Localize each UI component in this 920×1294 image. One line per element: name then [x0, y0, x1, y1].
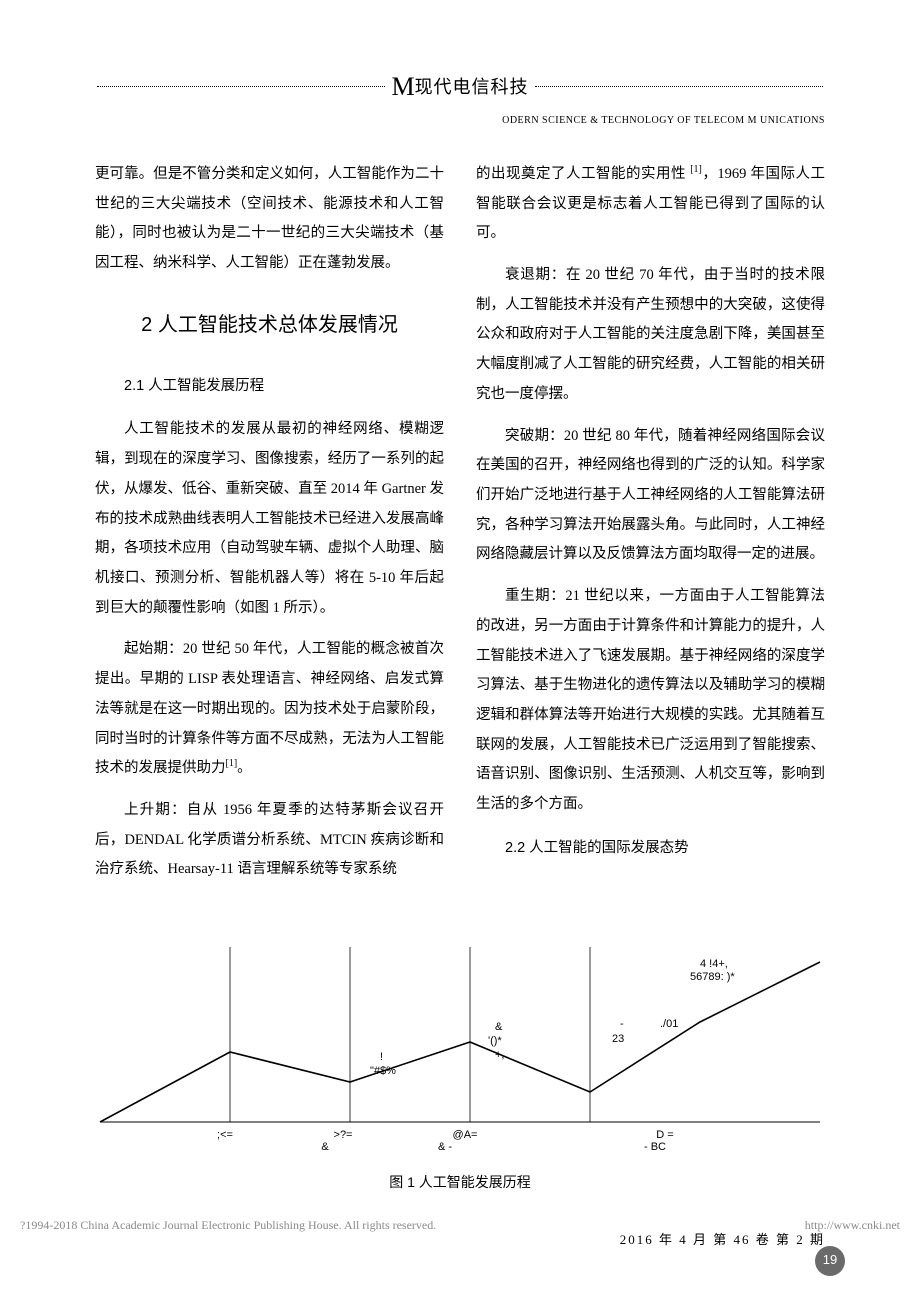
- two-column-body: 更可靠。但是不管分类和定义如何，人工智能作为二十世纪的三大尖端技术（空间技术、能…: [95, 160, 825, 897]
- publisher-stamp: ?1994-2018 China Academic Journal Electr…: [20, 1213, 900, 1238]
- svg-text:56789: )*: 56789: )*: [690, 971, 735, 983]
- figure-1-caption: 图 1 人工智能发展历程: [95, 1168, 825, 1197]
- stamp-right: http://www.cnki.net: [805, 1213, 900, 1238]
- svg-text:D =: D =: [656, 1129, 673, 1141]
- right-p4: 重生期：21 世纪以来，一方面由于人工智能算法的改进，另一方面由于计算条件和计算…: [476, 582, 825, 820]
- header-cn-title: 现代电信科技: [415, 77, 529, 97]
- svg-text:'()*: '()*: [488, 1035, 502, 1047]
- svg-text:4 !4+,: 4 !4+,: [700, 958, 728, 970]
- left-p4: 上升期：自从 1956 年夏季的达特茅斯会议召开后，DENDAL 化学质谱分析系…: [95, 796, 444, 885]
- stamp-left: ?1994-2018 China Academic Journal Electr…: [20, 1213, 436, 1238]
- header-en-subtitle: ODERN SCIENCE & TECHNOLOGY OF TELECOM M …: [95, 111, 825, 132]
- citation-1b: [1]: [690, 164, 702, 175]
- line-chart-svg: !"#$%&'()*+,-23./014 !4+,56789: )*;<= &>…: [95, 917, 825, 1162]
- section-2-1-heading: 2.1 人工智能发展历程: [95, 372, 444, 402]
- left-p1: 更可靠。但是不管分类和定义如何，人工智能作为二十世纪的三大尖端技术（空间技术、能…: [95, 160, 444, 279]
- svg-text:"#$%: "#$%: [370, 1065, 396, 1077]
- left-p3: 起始期：20 世纪 50 年代，人工智能的概念被首次提出。早期的 LISP 表处…: [95, 635, 444, 784]
- right-p3: 突破期：20 世纪 80 年代，随着神经网络国际会议在美国的召开，神经网络也得到…: [476, 422, 825, 571]
- svg-text:&: &: [321, 1141, 329, 1153]
- header-m-letter: M: [391, 72, 414, 101]
- svg-text:&: &: [495, 1021, 503, 1033]
- section-2-heading: 2 人工智能技术总体发展情况: [95, 305, 444, 346]
- svg-text:>?=: >?=: [334, 1129, 353, 1141]
- left-p2: 人工智能技术的发展从最初的神经网络、模糊逻辑，到现在的深度学习、图像搜索，经历了…: [95, 415, 444, 623]
- right-p1: 的出现奠定了人工智能的实用性 [1]，1969 年国际人工智能联合会议更是标志着…: [476, 160, 825, 249]
- svg-text:- BC: - BC: [644, 1141, 666, 1153]
- svg-text:!: !: [380, 1051, 383, 1063]
- citation-1: [1]: [226, 758, 238, 769]
- section-2-2-heading: 2.2 人工智能的国际发展态势: [476, 834, 825, 864]
- right-p2: 衰退期：在 20 世纪 70 年代，由于当时的技术限制，人工智能技术并没有产生预…: [476, 261, 825, 410]
- left-column: 更可靠。但是不管分类和定义如何，人工智能作为二十世纪的三大尖端技术（空间技术、能…: [95, 160, 444, 897]
- figure-1: !"#$%&'()*+,-23./014 !4+,56789: )*;<= &>…: [95, 917, 825, 1197]
- svg-text:23: 23: [612, 1033, 624, 1045]
- svg-text:-: -: [620, 1018, 624, 1030]
- svg-text:+,: +,: [495, 1049, 504, 1061]
- journal-header: M现代电信科技 ODERN SCIENCE & TECHNOLOGY OF TE…: [95, 60, 825, 132]
- svg-text:./01: ./01: [660, 1018, 678, 1030]
- right-column: 的出现奠定了人工智能的实用性 [1]，1969 年国际人工智能联合会议更是标志着…: [476, 160, 825, 897]
- svg-text:& -: & -: [438, 1141, 452, 1153]
- svg-text:@A=: @A=: [453, 1129, 478, 1141]
- svg-text:;<=: ;<=: [217, 1129, 233, 1141]
- page-number-badge: 19: [815, 1246, 845, 1276]
